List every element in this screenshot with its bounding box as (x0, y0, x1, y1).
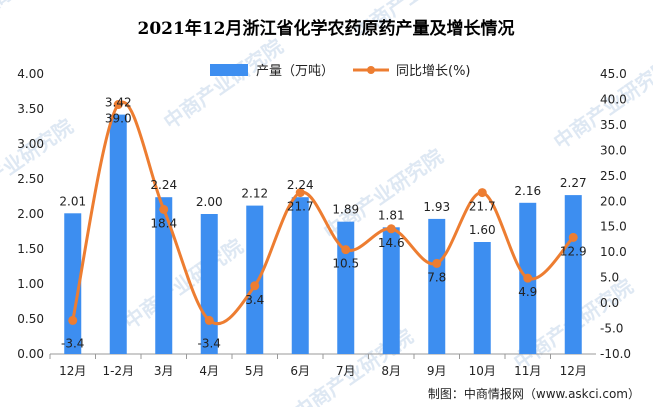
y-right-tick-label: 45.0 (600, 67, 627, 81)
bar (473, 242, 491, 354)
y-right-tick-label: 20.0 (600, 194, 627, 208)
bar (200, 214, 218, 354)
bar (382, 227, 400, 354)
growth-value-label: 10.5 (332, 257, 359, 271)
growth-point (386, 224, 396, 234)
x-tick-label: 9月 (427, 364, 447, 378)
growth-point (568, 232, 578, 242)
growth-point (204, 315, 214, 325)
bar-value-label: 2.12 (241, 187, 268, 201)
watermark-text: 中商产业研究院 (0, 0, 98, 24)
y-left-tick-label: 4.00 (17, 67, 44, 81)
legend-line-label: 同比增长(%) (396, 64, 471, 79)
y-right-tick-label: 30.0 (600, 143, 627, 157)
bar (291, 197, 309, 354)
growth-value-label: 7.8 (427, 270, 446, 284)
y-right-tick-label: 10.0 (600, 245, 627, 259)
growth-value-label: 21.7 (469, 200, 496, 214)
bar-value-label: 2.00 (196, 195, 223, 209)
bar-value-label: 2.16 (514, 184, 541, 198)
bar-value-label: 1.60 (469, 223, 496, 237)
y-left-tick-label: 3.50 (17, 102, 44, 116)
growth-point (477, 188, 487, 198)
growth-value-label: 14.6 (378, 236, 405, 250)
y-left-tick-label: 2.50 (17, 172, 44, 186)
y-right-tick-label: 40.0 (600, 92, 627, 106)
y-right-tick-label: -10.0 (600, 347, 631, 361)
y-right-tick-label: 15.0 (600, 220, 627, 234)
bar-value-label: 1.93 (423, 200, 450, 214)
x-tick-label: 12月 (59, 364, 86, 378)
growth-value-label: 39.0 (105, 112, 132, 126)
y-right-tick-label: -5.0 (600, 322, 623, 336)
y-right-tick-label: 35.0 (600, 118, 627, 132)
growth-value-label: 3.4 (245, 293, 264, 307)
bar (64, 213, 82, 354)
bar-value-label: 3.42 (105, 96, 132, 110)
growth-point (113, 100, 123, 110)
legend-line-marker (367, 66, 375, 74)
growth-value-label: 4.9 (518, 285, 537, 299)
y-right-tick-label: 5.0 (600, 271, 619, 285)
bar (246, 205, 264, 354)
bar (428, 218, 446, 354)
growth-value-label: 18.4 (150, 216, 177, 230)
growth-value-label: 21.7 (287, 200, 314, 214)
x-tick-label: 5月 (245, 364, 265, 378)
y-left-tick-label: 0.50 (17, 312, 44, 326)
legend: 产量（万吨） 同比增长(%) (210, 64, 471, 79)
y-left-tick-label: 0.00 (17, 347, 44, 361)
y-left-tick-label: 1.50 (17, 242, 44, 256)
chart-title: 2021年12月浙江省化学农药原药产量及增长情况 (138, 18, 515, 39)
bar (109, 114, 127, 354)
growth-point (68, 315, 78, 325)
y-left-tick-label: 1.00 (17, 277, 44, 291)
bar-value-label: 1.81 (378, 208, 405, 222)
bar (337, 221, 355, 354)
y-left-tick-label: 3.00 (17, 137, 44, 151)
growth-value-label: -3.4 (61, 336, 84, 350)
x-tick-label: 7月 (336, 364, 356, 378)
bar-value-label: 2.27 (560, 176, 587, 190)
growth-value-label: 12.9 (560, 244, 587, 258)
legend-bar-swatch (210, 64, 248, 76)
x-tick-label: 4月 (199, 364, 219, 378)
bar-value-label: 1.89 (332, 203, 359, 217)
legend-bar-label: 产量（万吨） (256, 64, 334, 79)
growth-value-label: -3.4 (198, 336, 221, 350)
growth-point (341, 245, 351, 255)
growth-point (159, 204, 169, 214)
x-tick-label: 3月 (154, 364, 174, 378)
x-tick-label: 8月 (381, 364, 401, 378)
source-note: 制图：中商情报网（www.askci.com） (428, 386, 640, 401)
x-tick-label: 1-2月 (102, 364, 134, 378)
x-tick-label: 11月 (514, 364, 541, 378)
bar (564, 195, 582, 354)
growth-point (432, 258, 442, 268)
y-right-tick-label: 0.0 (600, 296, 619, 310)
x-tick-label: 6月 (290, 364, 310, 378)
y-right-tick-label: 25.0 (600, 169, 627, 183)
growth-point (295, 188, 305, 198)
bar-value-label: 2.01 (59, 194, 86, 208)
x-tick-label: 10月 (469, 364, 496, 378)
growth-line (71, 100, 575, 326)
growth-point (250, 281, 260, 291)
bar-value-label: 2.24 (150, 178, 177, 192)
growth-point (523, 273, 533, 283)
bar-value-label: 2.24 (287, 178, 314, 192)
y-left-tick-label: 2.00 (17, 207, 44, 221)
x-tick-label: 12月 (560, 364, 587, 378)
bar (155, 197, 173, 354)
watermark-text: 中商产业研究院 (159, 34, 287, 134)
